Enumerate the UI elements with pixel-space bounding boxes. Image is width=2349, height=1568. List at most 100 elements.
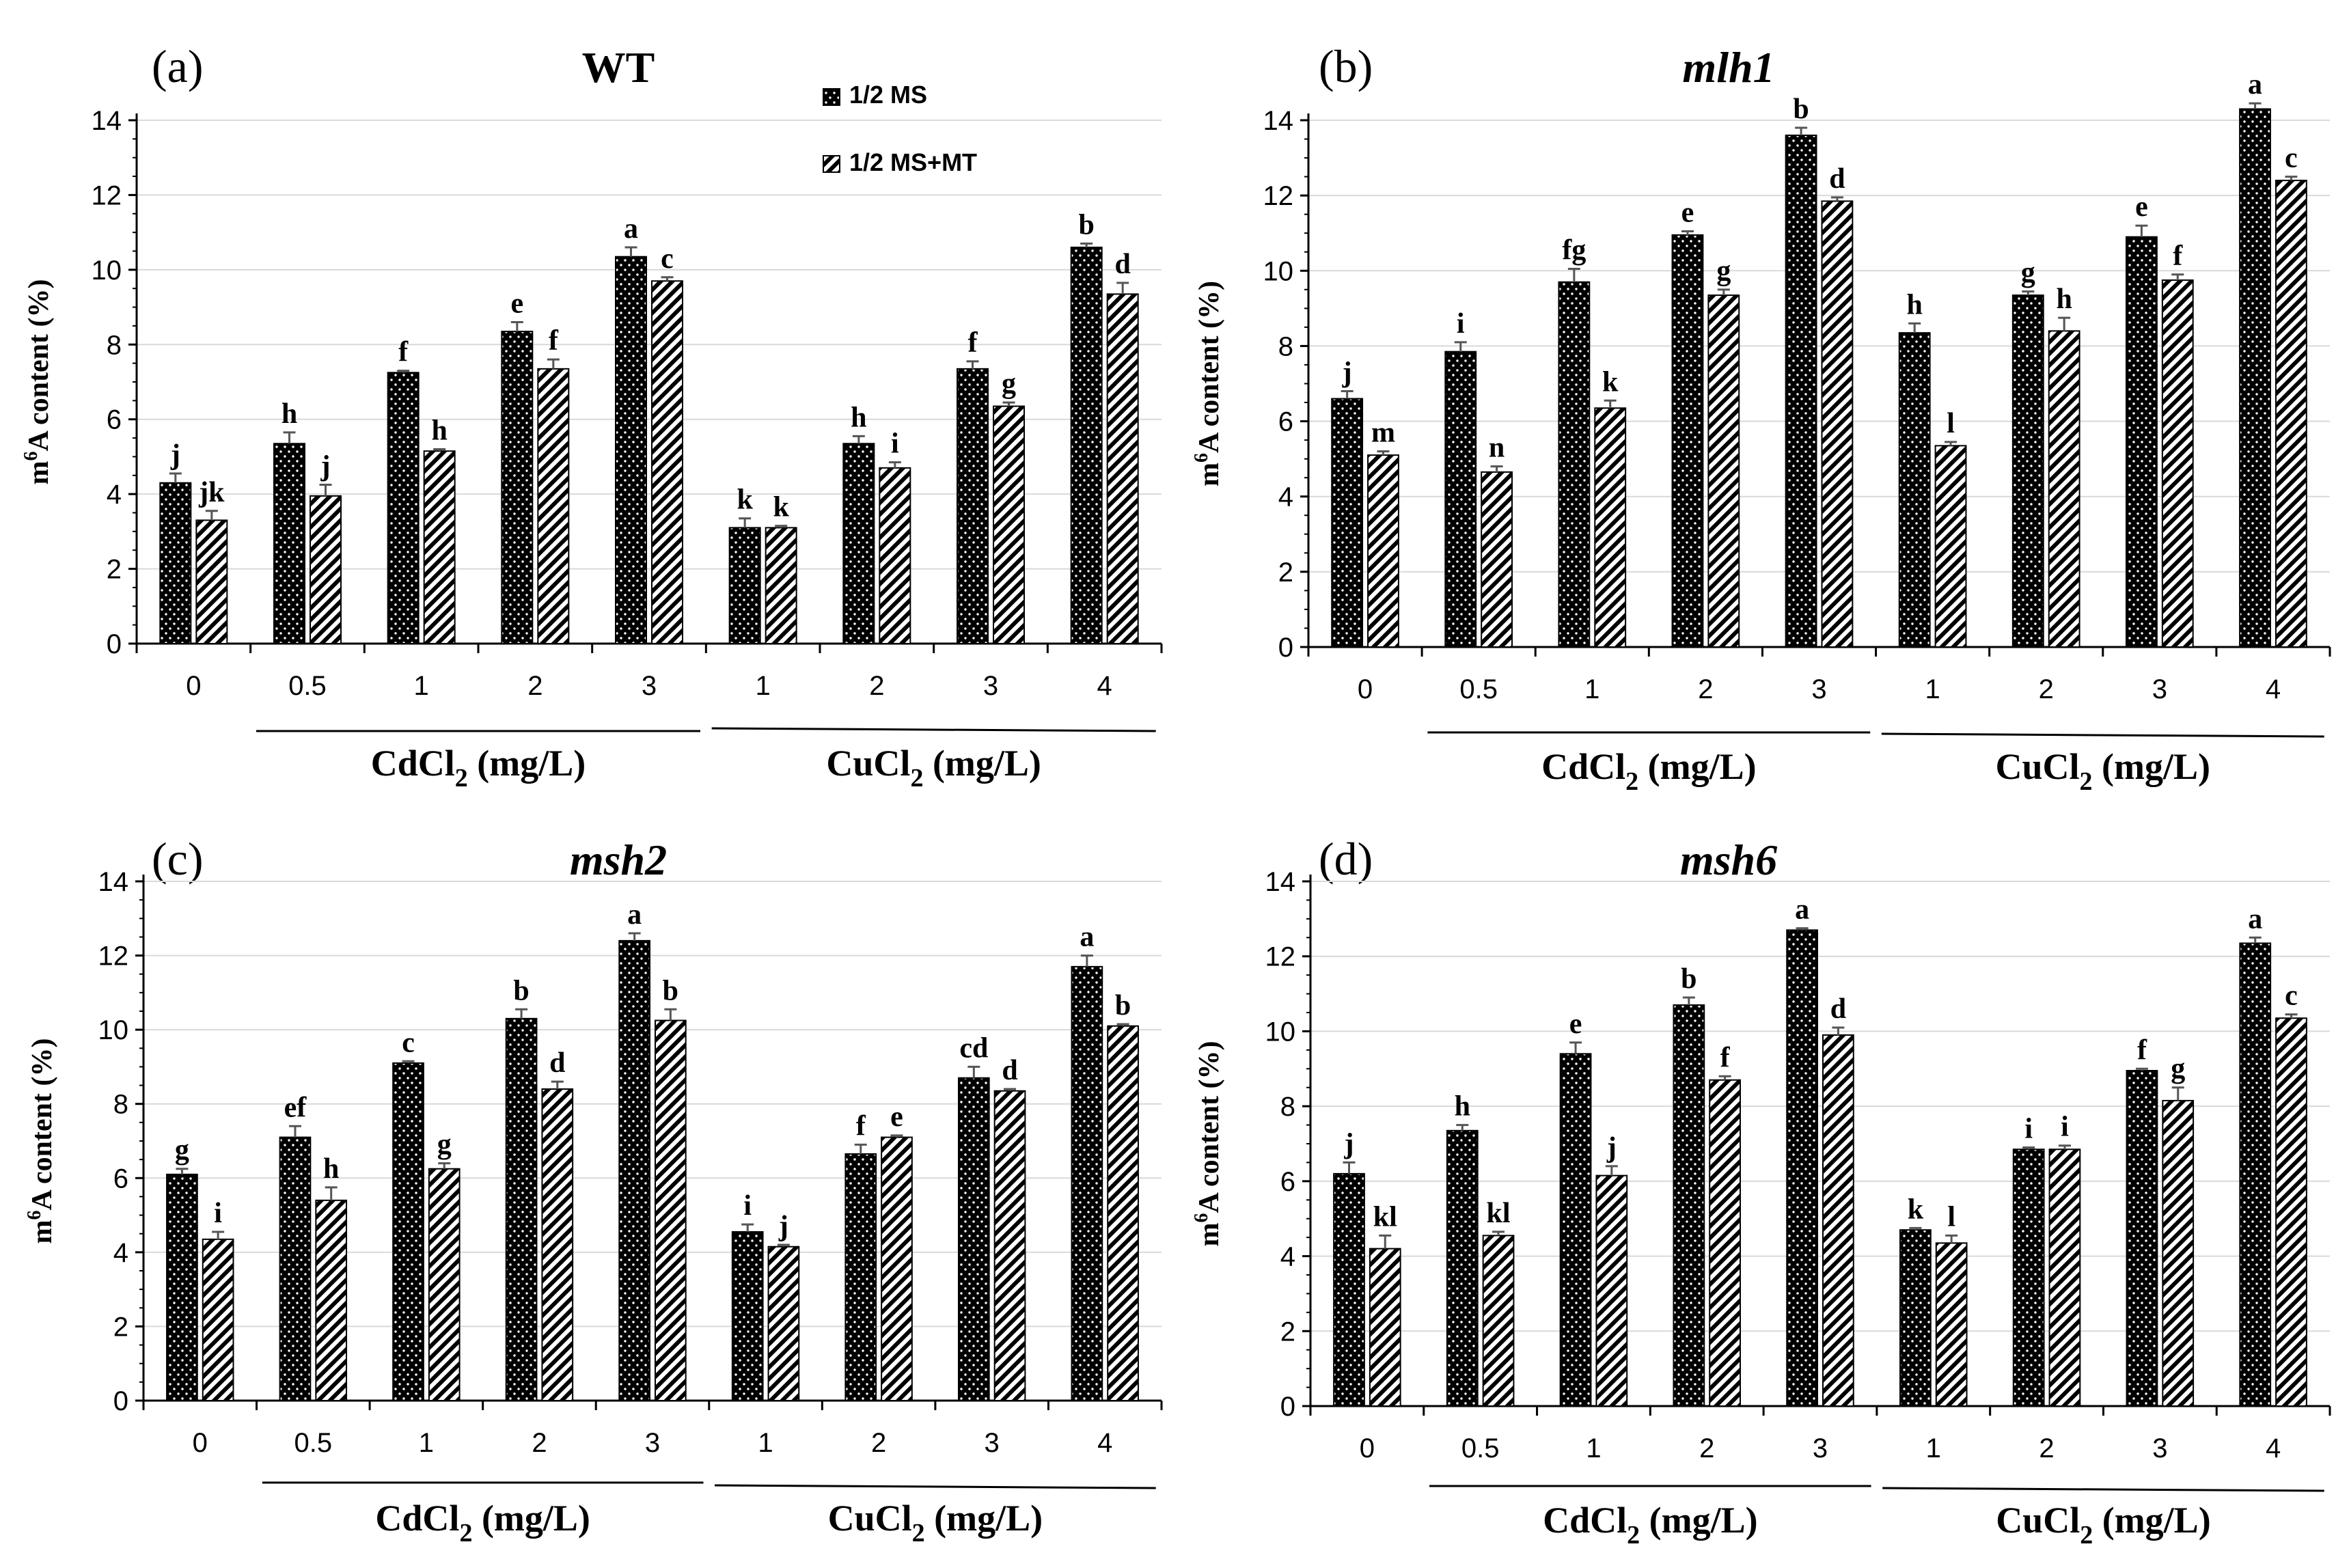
bar-ms [1671, 234, 1704, 648]
x-tick-label: 2 [527, 671, 542, 701]
significance-letter: ef [284, 1092, 307, 1123]
significance-letter: k [1602, 366, 1619, 398]
y-tick-label: 6 [1280, 1167, 1295, 1197]
x-tick-label: 3 [645, 1428, 660, 1458]
significance-letter: h [2056, 284, 2072, 315]
legend-label-ms: 1/2 MS [849, 81, 927, 109]
bar-ms-mt [310, 495, 342, 645]
bar-ms-mt [1369, 1248, 1401, 1407]
significance-letter: h [323, 1153, 339, 1185]
bar-ms [1673, 1004, 1705, 1407]
y-tick-label: 6 [1278, 407, 1293, 437]
bar-ms [1071, 965, 1103, 1402]
x-tick-label: 1 [1926, 1433, 1941, 1463]
y-tick-label: 2 [1278, 558, 1293, 588]
y-tick-label: 8 [1280, 1092, 1295, 1122]
x-tick-label: 2 [532, 1428, 547, 1458]
significance-letter: f [968, 327, 978, 359]
y-tick-label: 4 [107, 480, 122, 510]
bar-ms [279, 1136, 312, 1401]
x-tick-label: 4 [2266, 674, 2281, 704]
bar-ms [2239, 942, 2272, 1407]
significance-letter: b [513, 975, 529, 1006]
significance-letter: i [743, 1190, 752, 1222]
bar-ms [957, 1077, 990, 1401]
significance-letter: c [402, 1027, 415, 1058]
significance-letter: cd [959, 1032, 988, 1064]
significance-letter: e [511, 288, 524, 319]
significance-letter: b [1078, 210, 1094, 241]
bar-ms [842, 443, 875, 644]
bar-ms [1899, 1229, 1932, 1407]
significance-letter: f [398, 337, 409, 368]
y-tick-label: 14 [1263, 106, 1294, 136]
significance-letter: i [1457, 308, 1465, 340]
significance-letter: b [1793, 94, 1809, 125]
y-tick-label: 0 [107, 629, 122, 659]
significance-letter: l [1947, 1201, 1955, 1233]
x-tick-label: 1 [419, 1428, 434, 1458]
bar-ms-mt [1934, 445, 1967, 648]
panel-letter: (b) [1319, 40, 1373, 92]
x-tick-label: 2 [2039, 674, 2054, 704]
y-axis-label: m6A content (%) [1191, 281, 1225, 486]
significance-letter: h [1455, 1091, 1470, 1123]
bar-ms-mt [993, 405, 1025, 644]
bar-ms [273, 443, 305, 644]
x-tick-label: 2 [1698, 674, 1713, 704]
significance-letter: jk [198, 477, 225, 508]
bar-ms-mt [1481, 471, 1513, 648]
y-tick-label: 8 [1278, 331, 1293, 361]
significance-letter: i [2061, 1112, 2069, 1143]
significance-letter: f [2137, 1034, 2147, 1066]
significance-letter: a [624, 213, 638, 245]
significance-letter: a [1080, 922, 1094, 953]
bar-ms [2239, 108, 2271, 648]
significance-letter: g [2021, 258, 2035, 289]
bar-ms-mt [2275, 180, 2307, 648]
bar-ms [728, 527, 761, 645]
significance-letter: k [773, 492, 789, 523]
y-tick-label: 8 [113, 1090, 128, 1120]
bar-ms-mt [993, 1090, 1026, 1401]
y-axis-label: m6A content (%) [24, 1039, 58, 1244]
significance-letter: a [1795, 894, 1809, 926]
significance-letter: h [1907, 289, 1923, 320]
significance-letter: m [1371, 417, 1395, 449]
significance-letter: f [1720, 1042, 1731, 1073]
x-tick-label: 3 [983, 671, 998, 701]
bar-ms [957, 368, 989, 644]
bar-ms [1785, 135, 1817, 648]
significance-letter: b [1115, 990, 1131, 1021]
significance-letter: d [1829, 163, 1845, 195]
x-tick-label: 0.5 [288, 671, 327, 701]
significance-letter: kl [1487, 1198, 1511, 1229]
x-tick-label: 3 [2152, 1433, 2167, 1463]
significance-letter: c [2285, 980, 2298, 1012]
bar-ms-mt [1595, 1174, 1628, 1407]
significance-letter: e [890, 1101, 903, 1133]
significance-letter: f [2173, 240, 2183, 272]
bar-ms-mt [767, 1246, 800, 1401]
x-tick-label: 4 [1097, 671, 1112, 701]
x-tick-label: 0.5 [1461, 1433, 1500, 1463]
legend-swatch-mt [823, 155, 840, 173]
bar-ms [1786, 929, 1818, 1407]
x-tick-label: 3 [642, 671, 657, 701]
bar-ms-mt [1482, 1235, 1515, 1407]
y-tick-label: 2 [113, 1312, 128, 1342]
y-tick-label: 6 [107, 405, 122, 435]
y-tick-label: 12 [92, 180, 122, 210]
bar-ms-mt [651, 280, 683, 644]
significance-letter: e [1569, 1008, 1582, 1040]
x-tick-label: 1 [1586, 1433, 1601, 1463]
bar-ms-mt [1821, 200, 1854, 648]
bar-ms-mt [195, 519, 228, 645]
y-tick-label: 14 [1265, 867, 1296, 897]
bar-ms [1558, 281, 1591, 648]
significance-letter: j [170, 439, 180, 471]
x-tick-label: 1 [758, 1428, 773, 1458]
significance-letter: e [1681, 197, 1694, 228]
bar-ms-mt [423, 450, 456, 644]
